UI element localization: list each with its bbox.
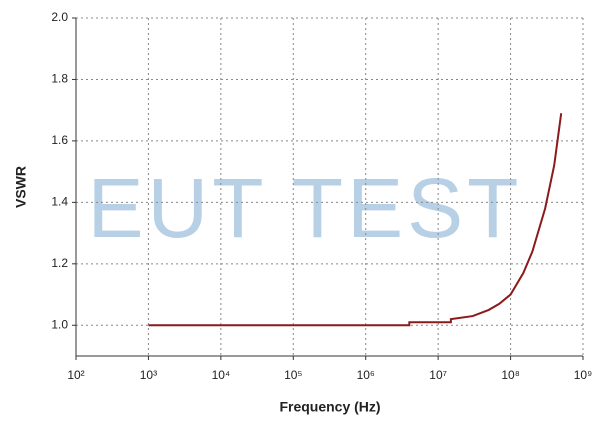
x-tick-label: 10⁴ [212, 368, 231, 382]
y-tick-label: 1.0 [51, 317, 68, 331]
x-tick-label: 10² [67, 368, 84, 382]
y-tick-label: 1.6 [51, 133, 68, 147]
x-tick-label: 10³ [140, 368, 157, 382]
x-tick-label: 10⁸ [501, 368, 519, 382]
watermark: EUT TEST [88, 161, 523, 255]
x-axis-label: Frequency (Hz) [279, 399, 380, 415]
y-axis-label: VSWR [13, 166, 29, 208]
x-tick-label: 10⁵ [284, 368, 302, 382]
x-tick-label: 10⁹ [574, 368, 593, 382]
y-tick-label: 1.4 [51, 195, 68, 209]
y-tick-label: 2.0 [51, 10, 68, 24]
data-line [148, 113, 563, 327]
x-tick-label: 10⁷ [429, 368, 447, 382]
y-tick-label: 1.2 [51, 256, 68, 270]
x-tick-label: 10⁶ [357, 368, 375, 382]
y-tick-label: 1.8 [51, 72, 68, 86]
